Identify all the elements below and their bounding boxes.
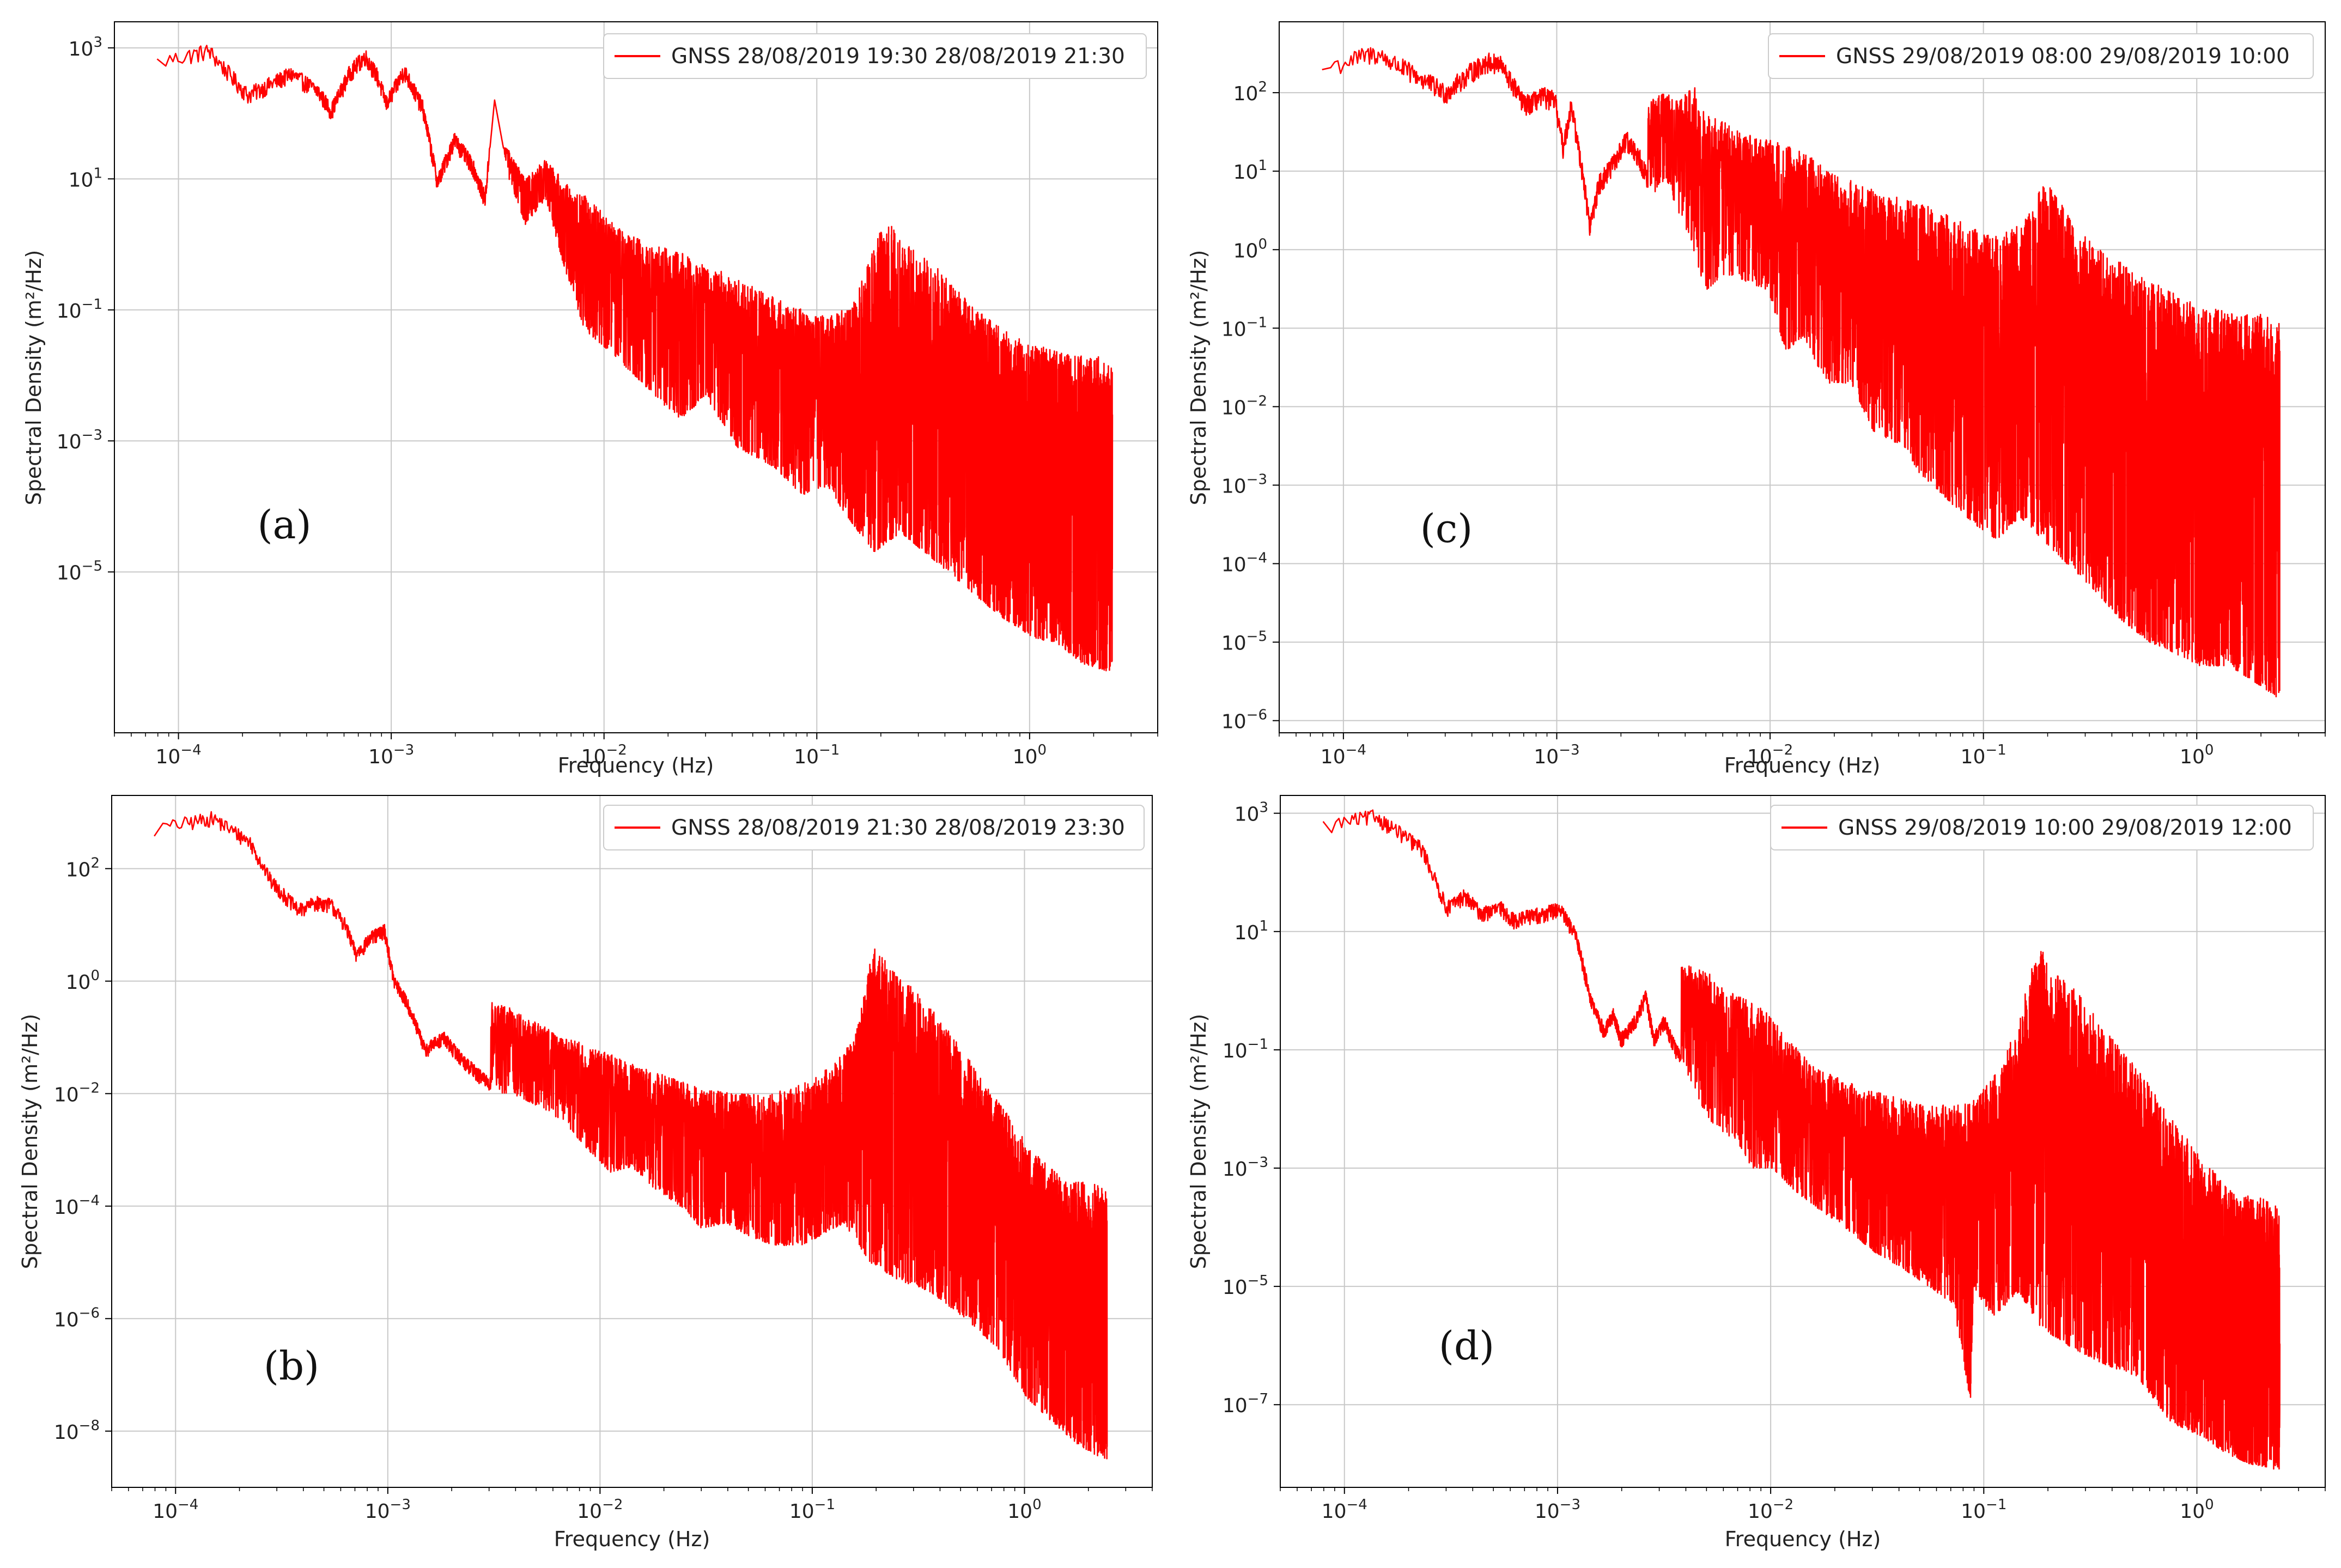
- y-axis-label-c: Spectral Density (m²/Hz): [1187, 250, 1211, 506]
- y-tick-label-c-6: 10−4: [1221, 550, 1267, 576]
- psd-line-a: [156, 45, 1114, 672]
- x-tick-label-a-0: 10−4: [156, 742, 202, 768]
- data-lines-a: [156, 45, 1114, 672]
- x-tick-label-c-4: 100: [2180, 742, 2214, 768]
- x-tick-label-d-0: 10−4: [1322, 1497, 1367, 1523]
- x-tick-label-b-0: 10−4: [153, 1497, 198, 1523]
- y-axis-label-a: Spectral Density (m²/Hz): [22, 250, 46, 506]
- y-tick-label-a-1: 101: [69, 165, 102, 191]
- y-tick-label-c-7: 10−5: [1221, 629, 1267, 655]
- x-tick-label-a-4: 100: [1013, 742, 1047, 768]
- x-tick-label-b-3: 10−1: [789, 1497, 835, 1523]
- y-tick-label-b-2: 10−2: [54, 1080, 100, 1106]
- legend-b: GNSS 28/08/2019 21:30 28/08/2019 23:30: [603, 805, 1145, 850]
- panel-c: 10−4 10−3 10−2 10−1 10010210110010−110−210−3…: [1187, 21, 2326, 777]
- x-axis-label-a: Frequency (Hz): [558, 753, 714, 777]
- x-tick-label-d-2: 10−2: [1748, 1497, 1793, 1523]
- plot-frame-d: [1280, 795, 2326, 1488]
- x-axis-label-c: Frequency (Hz): [1724, 753, 1881, 777]
- y-tick-label-c-4: 10−2: [1221, 393, 1267, 419]
- x-axis-label-d: Frequency (Hz): [1725, 1527, 1881, 1551]
- x-tick-label-b-1: 10−3: [365, 1497, 411, 1523]
- legend-c: GNSS 29/08/2019 08:00 29/08/2019 10:00: [1768, 33, 2314, 79]
- legend-box-b: [603, 805, 1145, 850]
- y-tick-label-a-4: 10−5: [57, 558, 102, 585]
- x-tick-label-c-3: 10−1: [1961, 742, 2006, 768]
- y-tick-label-a-3: 10−3: [57, 427, 102, 453]
- panel-label-c: (c): [1420, 506, 1473, 551]
- x-tick-label-a-2: 10−2: [581, 742, 627, 768]
- legend-d: GNSS 29/08/2019 10:00 29/08/2019 12:00: [1770, 805, 2314, 850]
- panel-label-d: (d): [1439, 1323, 1494, 1369]
- y-tick-label-c-0: 102: [1233, 79, 1267, 105]
- y-axis-label-b: Spectral Density (m²/Hz): [18, 1014, 42, 1269]
- x-tick-label-d-1: 10−3: [1535, 1497, 1580, 1523]
- panel-label-b: (b): [264, 1343, 319, 1389]
- ticks-d: 10−4 10−3 10−2 10−1 100 103 101 10−1 10−3 10−5 10−…: [1223, 800, 2326, 1523]
- y-tick-label-b-0: 102: [66, 855, 100, 881]
- x-tick-label-b-2: 10−2: [577, 1497, 623, 1523]
- y-tick-label-d-0: 103: [1235, 800, 1268, 826]
- data-lines-c: [1322, 47, 2281, 697]
- ticks-a: 10−4 10−3 10−2 10−1 100 103 101 10−1 10−3 10−5: [57, 34, 1158, 768]
- legend-label-b: GNSS 28/08/2019 21:30 28/08/2019 23:30: [671, 816, 1125, 840]
- x-tick-label-d-3: 10−1: [1961, 1497, 2006, 1523]
- y-tick-label-b-5: 10−8: [54, 1418, 100, 1444]
- panel-b: 10−4 10−3 10−2 10−1 100 102 100 10−2 10−4 10−6 10−…: [18, 795, 1153, 1551]
- x-axis-label-b: Frequency (Hz): [554, 1527, 710, 1551]
- x-tick-label-d-4: 100: [2180, 1497, 2214, 1523]
- x-tick-label-a-1: 10−3: [368, 742, 414, 768]
- legend-box-a: [603, 33, 1147, 79]
- y-tick-label-d-3: 10−3: [1223, 1154, 1268, 1181]
- y-tick-label-c-5: 10−3: [1221, 471, 1267, 497]
- y-tick-label-b-3: 10−4: [54, 1193, 100, 1219]
- y-tick-label-c-1: 101: [1233, 157, 1267, 184]
- legend-a: GNSS 28/08/2019 19:30 28/08/2019 21:30: [603, 33, 1147, 79]
- psd-line-c: [1322, 47, 2281, 697]
- x-tick-label-c-0: 10−4: [1321, 742, 1366, 768]
- panel-d: 10−4 10−3 10−2 10−1 100 103 101 10−1 10−3 10−5 10−…: [1187, 795, 2326, 1551]
- legend-label-c: GNSS 29/08/2019 08:00 29/08/2019 10:00: [1836, 44, 2290, 69]
- y-tick-label-b-1: 100: [66, 968, 100, 994]
- plot-frame-a: [114, 21, 1158, 733]
- y-axis-label-d: Spectral Density (m²/Hz): [1187, 1014, 1211, 1269]
- y-tick-label-a-0: 103: [69, 34, 102, 60]
- legend-box-d: [1770, 805, 2314, 850]
- y-tick-label-b-4: 10−6: [54, 1305, 100, 1331]
- psd-line-d: [1322, 809, 2281, 1470]
- y-tick-label-d-2: 10−1: [1223, 1036, 1268, 1062]
- data-lines-b: [154, 811, 1108, 1460]
- legend-label-d: GNSS 29/08/2019 10:00 29/08/2019 12:00: [1838, 816, 2292, 840]
- x-tick-label-a-3: 10−1: [794, 742, 840, 768]
- y-tick-label-c-8: 10−6: [1221, 707, 1267, 733]
- x-tick-label-c-1: 10−3: [1534, 742, 1579, 768]
- y-tick-label-d-4: 10−5: [1223, 1273, 1268, 1299]
- y-tick-label-c-2: 100: [1233, 236, 1267, 262]
- legend-box-c: [1768, 33, 2314, 79]
- plot-frame-b: [111, 795, 1153, 1488]
- y-tick-label-d-1: 101: [1235, 918, 1268, 944]
- panel-a: 10−4 10−3 10−2 10−1 100 103 101 10−1 10−3 10−5 Fr…: [22, 21, 1158, 777]
- x-tick-label-b-4: 100: [1007, 1497, 1041, 1523]
- legend-label-a: GNSS 28/08/2019 19:30 28/08/2019 21:30: [671, 44, 1125, 69]
- y-tick-label-d-5: 10−7: [1223, 1391, 1268, 1417]
- data-lines-d: [1322, 809, 2281, 1470]
- plot-frame-c: [1279, 21, 2326, 733]
- y-tick-label-c-3: 10−1: [1221, 314, 1267, 341]
- psd-line-b: [154, 811, 1108, 1460]
- y-tick-label-a-2: 10−1: [57, 296, 102, 323]
- panel-label-a: (a): [257, 502, 311, 548]
